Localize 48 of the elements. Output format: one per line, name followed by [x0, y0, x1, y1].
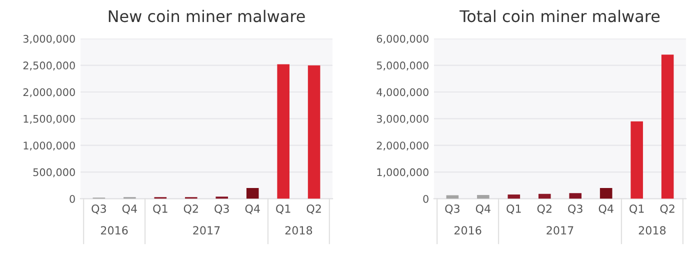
- y-tick-label: 2,500,000: [23, 62, 75, 70]
- x-tick-label: Q4: [476, 204, 490, 214]
- x-tick-label: Q4: [598, 204, 614, 214]
- text: 2016: [100, 226, 128, 235]
- x-tick-label: Q1: [276, 204, 290, 214]
- x-tick-label: Q1: [506, 204, 521, 214]
- text: 2017: [546, 226, 574, 235]
- bar: [630, 121, 643, 199]
- text: 2018: [285, 226, 312, 235]
- y-tick-label: 3,000,000: [23, 34, 75, 44]
- y-tick-label: 2,000,000: [23, 88, 75, 98]
- x-tick-label: Q3: [568, 204, 582, 214]
- y-tick-label: 4,000,000: [376, 88, 428, 98]
- y-tick-label: 1,500,000: [24, 114, 75, 124]
- x-tick-label: Q1: [630, 204, 644, 214]
- bar: [246, 188, 259, 199]
- bar: [538, 194, 551, 199]
- x-tick-label: Q4: [245, 204, 260, 214]
- y-tick-label: 2,000,000: [376, 142, 428, 151]
- x-tick-label: Q1: [153, 204, 168, 214]
- x-tick-label: Q2: [660, 204, 674, 214]
- x-tick-label: Q4: [122, 204, 137, 214]
- bar: [508, 194, 520, 199]
- x-tick-label: Q2: [184, 204, 198, 214]
- bar: [477, 194, 490, 199]
- bar: [661, 54, 674, 199]
- y-tick-label: 0: [423, 194, 428, 203]
- y-tick-label: 1,000,000: [24, 142, 75, 151]
- chart-title: Total coin miner malware: [460, 10, 660, 22]
- y-tick-label: 5,000,000: [376, 62, 428, 70]
- bar: [308, 65, 320, 199]
- y-tick-label: 500,000: [33, 168, 75, 178]
- text: 2018: [638, 226, 666, 235]
- x-tick-label: Q3: [214, 204, 229, 214]
- y-tick-label: 6,000,000: [376, 34, 428, 44]
- text: 2016: [454, 226, 482, 235]
- bar: [600, 188, 612, 199]
- y-tick-label: 1,000,000: [377, 168, 428, 178]
- x-tick-label: Q3: [92, 204, 106, 214]
- y-tick-label: 3,000,000: [376, 114, 428, 124]
- text: 2017: [193, 226, 220, 235]
- x-tick-label: Q2: [537, 204, 552, 214]
- bar: [277, 64, 290, 199]
- x-tick-label: Q3: [445, 204, 460, 214]
- bar: [569, 193, 582, 199]
- y-tick-label: 0: [70, 194, 75, 203]
- chart-title: New coin miner malware: [108, 10, 305, 22]
- x-tick-label: Q2: [306, 204, 321, 214]
